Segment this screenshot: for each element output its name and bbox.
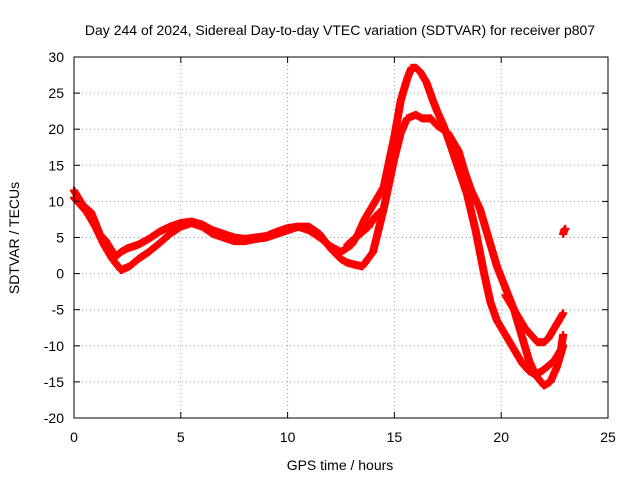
series-2 xyxy=(70,110,568,390)
y-tick-label: -10 xyxy=(44,338,64,354)
y-tick-label: 5 xyxy=(56,230,64,246)
x-axis-label: GPS time / hours xyxy=(287,457,394,473)
y-tick-label: -15 xyxy=(44,374,64,390)
y-tick-label: 10 xyxy=(48,193,64,209)
data-point-interp xyxy=(558,310,567,319)
data-point-interp xyxy=(558,343,567,352)
data-point-interp xyxy=(374,209,383,218)
axis-ticks xyxy=(73,56,609,419)
series-1 xyxy=(70,63,568,379)
y-tick-label: 30 xyxy=(48,49,64,65)
x-tick-label: 25 xyxy=(600,429,616,445)
x-tick-label: 15 xyxy=(387,429,403,445)
y-tick-label: 20 xyxy=(48,121,64,137)
y-tick-label: 25 xyxy=(48,85,64,101)
y-axis-label: SDTVAR / TECUs xyxy=(6,182,22,294)
data-layer xyxy=(70,63,570,390)
x-tick-label: 5 xyxy=(177,429,185,445)
chart-title: Day 244 of 2024, Sidereal Day-to-day VTE… xyxy=(85,22,595,38)
data-point-interp xyxy=(558,332,567,341)
series-4 xyxy=(501,291,568,347)
series-3 xyxy=(343,208,384,249)
y-tick-label: -20 xyxy=(44,410,64,426)
y-tick-label: 15 xyxy=(48,157,64,173)
series-5 xyxy=(559,224,570,238)
tick-labels: 0 5 10 15 20 25 -20 -15 -10 -5 0 5 10 15 20 25 30 xyxy=(44,49,616,445)
x-tick-label: 20 xyxy=(493,429,509,445)
y-tick-label: 0 xyxy=(56,266,64,282)
y-tick-label: -5 xyxy=(52,302,65,318)
data-point-interp xyxy=(560,225,569,234)
x-tick-label: 0 xyxy=(70,429,78,445)
x-tick-label: 10 xyxy=(280,429,296,445)
